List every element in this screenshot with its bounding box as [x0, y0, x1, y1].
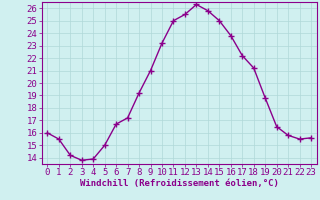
X-axis label: Windchill (Refroidissement éolien,°C): Windchill (Refroidissement éolien,°C)	[80, 179, 279, 188]
